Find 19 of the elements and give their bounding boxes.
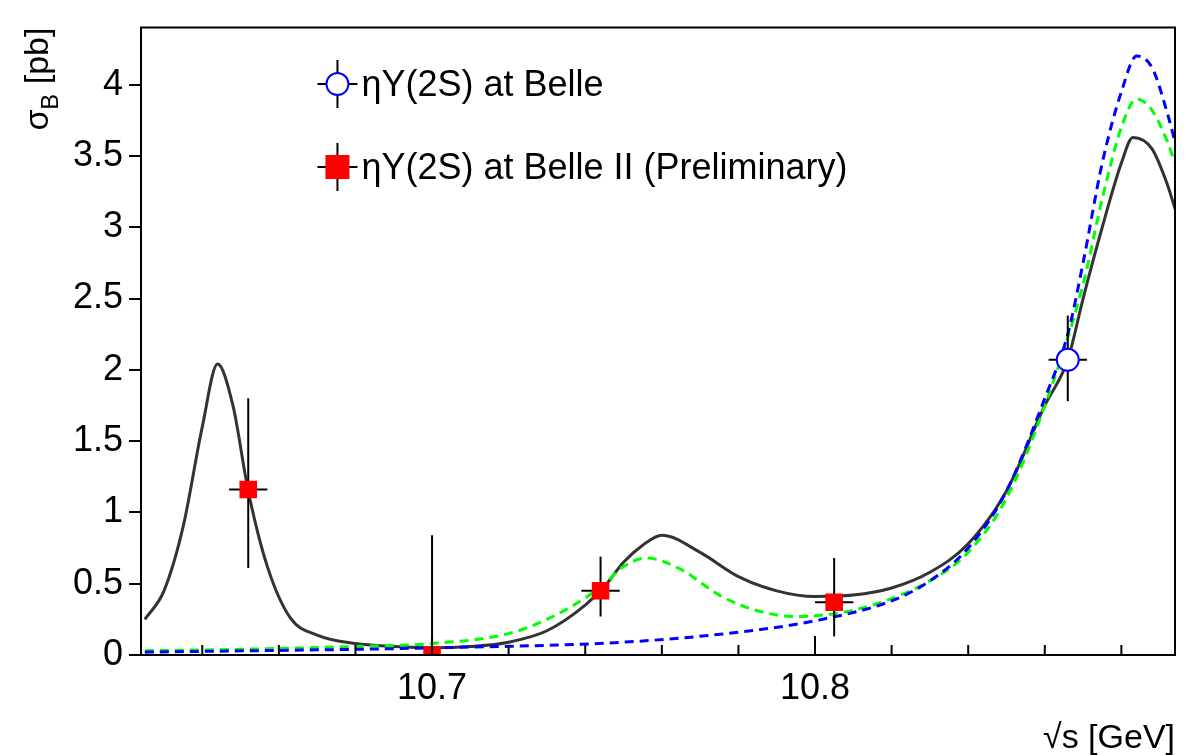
y-tick-label: 2 bbox=[102, 346, 123, 388]
y-tick-label: 3.5 bbox=[72, 132, 123, 174]
legend-label: ηΥ(2S) at Belle II (Preliminary) bbox=[361, 145, 848, 187]
point bbox=[1055, 347, 1080, 372]
x-tick-label: 10.7 bbox=[397, 665, 468, 707]
legend-label: ηΥ(2S) at Belle bbox=[361, 62, 604, 104]
point bbox=[239, 480, 258, 499]
x-tick-label: 10.8 bbox=[779, 665, 851, 707]
y-axis-title: σB [pb] bbox=[17, 27, 64, 131]
y-tick-label: 1.5 bbox=[72, 418, 123, 460]
y-tick-label: 3 bbox=[102, 204, 123, 246]
y-tick-label: 0.5 bbox=[72, 560, 123, 602]
y-tick-label: 2.5 bbox=[72, 275, 123, 317]
point bbox=[591, 582, 610, 600]
y-tick-label: 4 bbox=[102, 61, 123, 103]
x-axis-title: √s [GeV] bbox=[1042, 717, 1176, 755]
point bbox=[825, 593, 843, 612]
y-tick-label: 1 bbox=[102, 489, 123, 531]
y-tick-label: 0 bbox=[102, 631, 123, 673]
